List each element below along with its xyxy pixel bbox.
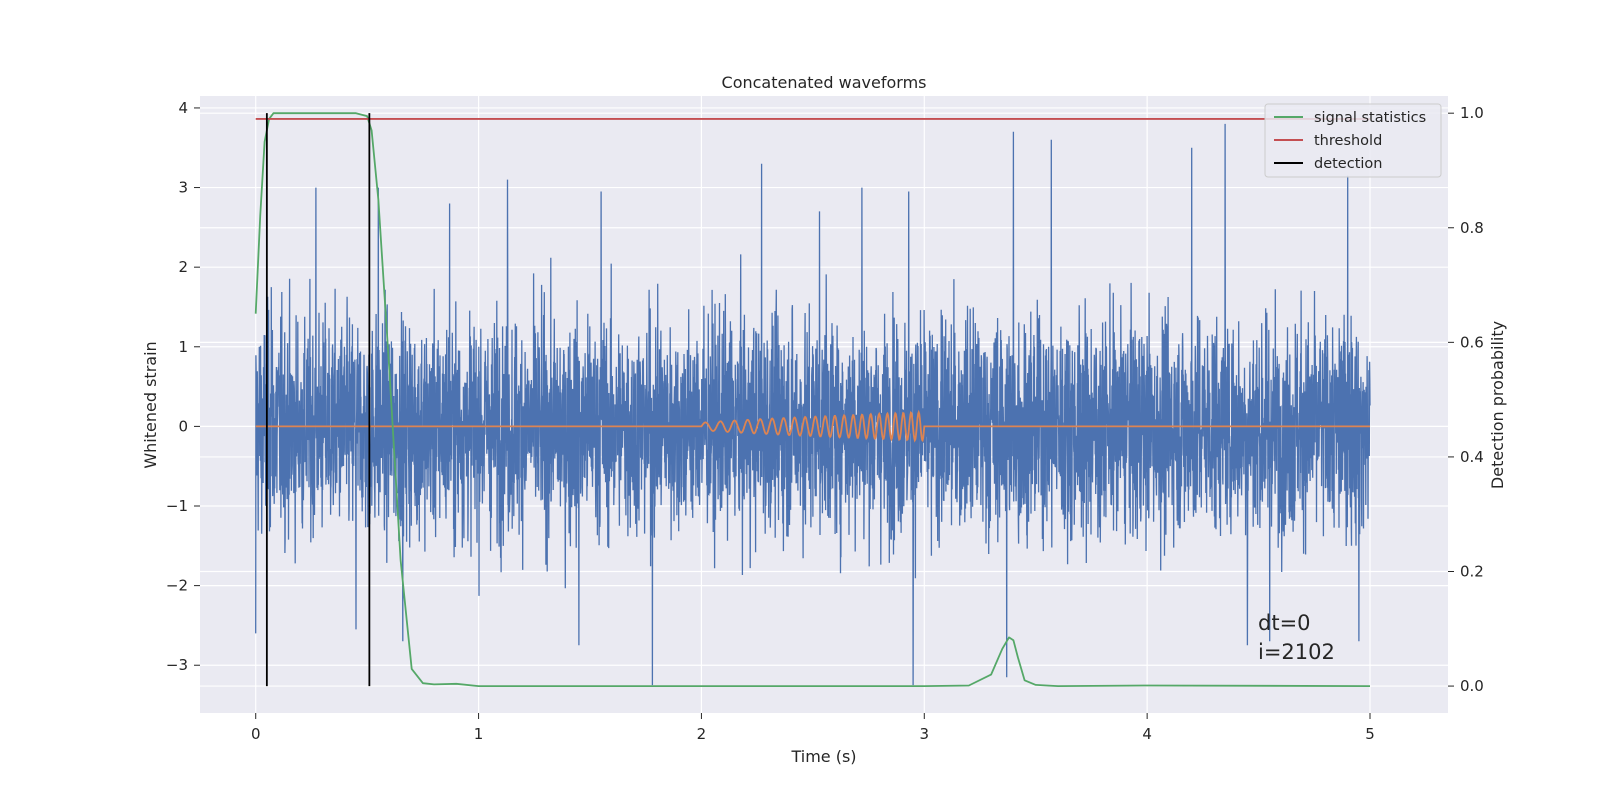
y-tick-label-left: 3: [178, 179, 188, 197]
noise-layer: [255, 123, 1371, 686]
y-axis-label-left: Whitened strain: [141, 341, 160, 468]
legend: signal statistics threshold detection: [1264, 103, 1442, 178]
annotation-dt: dt=0: [1258, 611, 1311, 635]
noise-series-line: [255, 123, 1371, 686]
chart-title: Concatenated waveforms: [722, 73, 927, 92]
x-tick-label: 2: [697, 725, 707, 743]
legend-label-detection: detection: [1314, 156, 1382, 172]
x-tick-label: 5: [1365, 725, 1375, 743]
y-tick-label-right: 0.2: [1460, 562, 1484, 580]
y-tick-label-right: 0.0: [1460, 677, 1484, 695]
x-tick-label: 3: [920, 725, 930, 743]
y-tick-label-right: 1.0: [1460, 104, 1484, 122]
x-axis-label: Time (s): [790, 747, 856, 766]
y-tick-label-left: −3: [166, 656, 188, 674]
tick-layer: 0 1 2 3 4 5 −3 −2 −1 0 1 2 3 4 0.0 0.2 0.4 0.6 0.8 1.0: [166, 99, 1484, 743]
y-tick-label-right: 0.4: [1460, 448, 1484, 466]
y-tick-label-right: 0.6: [1460, 333, 1484, 351]
x-tick-label: 0: [251, 725, 261, 743]
annotation-box: dt=0 i=2102: [1258, 611, 1335, 664]
legend-label-signal-statistics: signal statistics: [1314, 110, 1426, 126]
y-tick-label-left: 1: [178, 338, 188, 356]
y-tick-label-left: 2: [178, 258, 188, 276]
annotation-i: i=2102: [1258, 640, 1335, 664]
x-tick-label: 1: [474, 725, 484, 743]
signal-statistics-line: [254, 112, 1371, 687]
y-tick-label-right: 0.8: [1460, 219, 1484, 237]
chirp-layer: [255, 409, 1370, 443]
legend-label-threshold: threshold: [1314, 133, 1382, 149]
x-tick-label: 4: [1142, 725, 1152, 743]
y-tick-label-left: −1: [166, 497, 188, 515]
y-axis-label-right: Detection probability: [1488, 321, 1507, 489]
y-tick-label-left: 4: [178, 99, 188, 117]
y-tick-label-left: −2: [166, 577, 188, 595]
right-axis-series-layer: [254, 112, 1371, 687]
y-tick-label-left: 0: [178, 417, 188, 435]
legend-frame: [1264, 103, 1442, 178]
chirp-series-line: [255, 409, 1370, 443]
